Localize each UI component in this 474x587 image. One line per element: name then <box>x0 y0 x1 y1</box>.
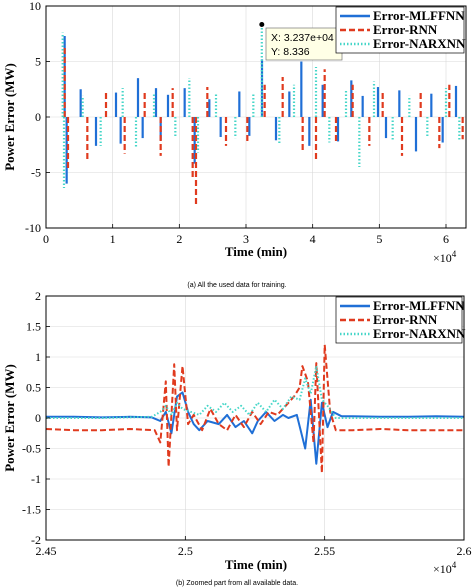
x-tick-label: 4 <box>310 232 316 246</box>
chart-a-y-ticks: 10 5 0 -5 -10 <box>25 0 50 235</box>
chart-b-x-multiplier: ×104 <box>433 560 457 576</box>
chart-a-x-multiplier: ×104 <box>433 249 457 265</box>
x-tick-label: 2.5 <box>178 544 193 558</box>
chart-b-series <box>45 343 465 474</box>
y-tick-label: 0 <box>35 110 41 124</box>
chart-a: 10 5 0 -5 -10 0 1 2 3 4 5 6 Power Error (MW) Time … <box>2 0 467 289</box>
datatip-marker <box>259 21 265 27</box>
series-error-rnn <box>63 44 464 205</box>
chart-b-y-ticks: 2 1.5 1 0.5 0 -0.5 -1 -1.5 -2 <box>22 289 50 547</box>
series-line-error-mlffnn <box>46 391 465 465</box>
y-tick-label: 2 <box>35 289 41 303</box>
y-tick-label: 10 <box>29 0 41 13</box>
legend-b-label-narxnn: Error-NARXNN <box>373 326 466 341</box>
legend-b-label-rnn: Error-RNN <box>373 312 438 327</box>
x-tick-label: 6 <box>443 232 449 246</box>
chart-b-grid <box>46 296 464 540</box>
chart-b-legend: Error-MLFFNN Error-RNN Error-NARXNN <box>335 296 466 344</box>
x-tick-label: 2.6 <box>457 544 472 558</box>
x-tick-label: 3 <box>243 232 249 246</box>
series-error-narxnn <box>61 24 461 189</box>
x-tick-label: 0 <box>43 232 49 246</box>
y-tick-label: -0.5 <box>22 442 41 456</box>
chart-b-ylabel: Power Error (MW) <box>2 364 17 472</box>
y-tick-label: 1.5 <box>26 320 41 334</box>
y-tick-label: -5 <box>31 166 41 180</box>
y-tick-label: -1.5 <box>22 503 41 517</box>
y-tick-label: 1 <box>35 350 41 364</box>
series-line-error-rnn <box>45 343 464 474</box>
x-tick-label: 2.45 <box>36 544 57 558</box>
legend-label-narxnn: Error-NARXNN <box>373 36 466 51</box>
chart-a-series <box>61 24 464 205</box>
chart-b-x-ticks: 2.45 2.5 2.55 2.6 <box>36 536 472 558</box>
chart-a-caption: (a) All the used data for training. <box>187 282 286 289</box>
chart-a-xlabel: Time (min) <box>225 244 287 259</box>
chart-a-legend: Error-MLFFNN Error-RNN Error-NARXNN <box>335 6 466 54</box>
chart-a-ylabel: Power Error (MW) <box>2 63 17 171</box>
chart-a-datatip[interactable]: X: 3.237e+04 Y: 8.336 <box>259 21 343 61</box>
datatip-x: X: 3.237e+04 <box>271 32 334 44</box>
y-tick-label: 0.5 <box>26 381 41 395</box>
x-tick-label: 2.55 <box>314 544 335 558</box>
legend-label-rnn: Error-RNN <box>373 22 438 37</box>
chart-a-x-ticks: 0 1 2 3 4 5 6 <box>43 224 449 246</box>
x-tick-label: 1 <box>110 232 116 246</box>
y-tick-label: -2 <box>31 533 41 547</box>
x-tick-label: 2 <box>176 232 182 246</box>
legend-b-label-mlffnn: Error-MLFFNN <box>373 298 465 313</box>
y-tick-label: 5 <box>35 55 41 69</box>
chart-b-xlabel: Time (min) <box>225 557 287 572</box>
chart-b-caption: (b) Zoomed part from all available data. <box>176 580 298 587</box>
datatip-y: Y: 8.336 <box>271 46 310 58</box>
chart-b: 2 1.5 1 0.5 0 -0.5 -1 -1.5 -2 2.45 2.5 2.55 2.6 Pow… <box>2 289 472 587</box>
datatip-box <box>265 27 343 61</box>
y-tick-label: -1 <box>31 472 41 486</box>
x-tick-label: 5 <box>376 232 382 246</box>
y-tick-label: 0 <box>35 411 41 425</box>
y-tick-label: -10 <box>25 221 41 235</box>
legend-label-mlffnn: Error-MLFFNN <box>373 8 465 23</box>
